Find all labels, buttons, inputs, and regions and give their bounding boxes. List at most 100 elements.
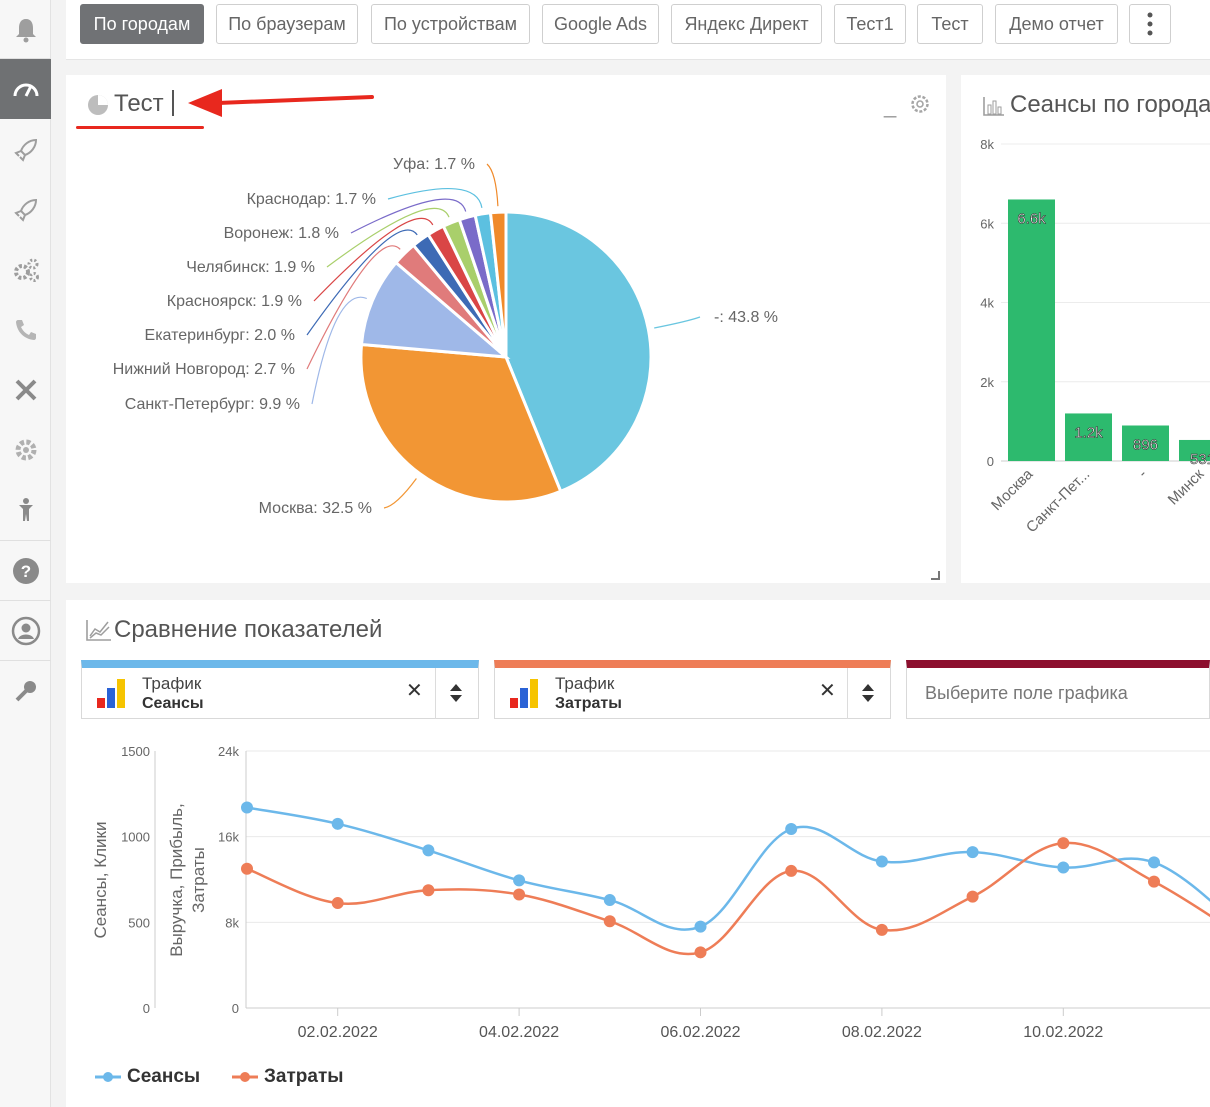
more-tabs-button[interactable] bbox=[1129, 4, 1171, 44]
left-tick-label: 0 bbox=[143, 1001, 150, 1016]
legend-costs[interactable]: Затраты bbox=[232, 1066, 343, 1088]
minimize-button[interactable]: _ bbox=[884, 93, 897, 118]
legend-marker-sessions bbox=[95, 1072, 121, 1082]
legend-sessions[interactable]: Сеансы bbox=[95, 1066, 200, 1088]
series-point[interactable] bbox=[1148, 875, 1160, 888]
phone-icon[interactable] bbox=[0, 300, 51, 360]
pie-data-label: Челябинск: 1.9 % bbox=[186, 259, 315, 276]
pie-slice[interactable] bbox=[359, 260, 511, 359]
x-tick-label: Минск bbox=[1165, 466, 1208, 509]
series-point[interactable] bbox=[785, 864, 798, 877]
line-chart: 1500 1000 500 0 24k 16k 8k 0 Сеансы, Клики Выручк… bbox=[91, 744, 1210, 1041]
metric-selector-costs[interactable]: Трафик Затраты ✕ bbox=[494, 660, 891, 719]
series-point[interactable] bbox=[331, 817, 344, 830]
bar-data-label: 896 bbox=[1133, 436, 1158, 453]
pie-data-label: Москва: 32.5 % bbox=[259, 500, 372, 517]
pie-data-label: Воронеж: 1.8 % bbox=[224, 225, 339, 242]
resize-handle-icon[interactable] bbox=[929, 569, 941, 581]
sort-arrows-icon[interactable] bbox=[449, 683, 463, 703]
tab-yandex-direct[interactable]: Яндекс Директ bbox=[671, 4, 822, 44]
series-point[interactable] bbox=[513, 874, 526, 887]
series-point[interactable] bbox=[513, 888, 526, 901]
right-tick-label: 16k bbox=[218, 830, 239, 845]
pie-slice[interactable] bbox=[488, 210, 508, 358]
metric-selector-empty[interactable]: Выберите поле графика bbox=[906, 660, 1210, 719]
tab-by-browsers[interactable]: По браузерам bbox=[216, 4, 358, 44]
rocket-icon-2[interactable] bbox=[0, 180, 51, 240]
pie-connector bbox=[350, 198, 467, 234]
report-tabs: По городам По браузерам По устройствам G… bbox=[66, 0, 1210, 60]
y-tick-label: 8k bbox=[980, 137, 994, 152]
selector-metric: Затраты bbox=[555, 695, 622, 712]
bar[interactable] bbox=[1008, 199, 1055, 461]
bar[interactable] bbox=[1179, 439, 1210, 461]
series-point[interactable] bbox=[241, 862, 253, 875]
tools-icon[interactable] bbox=[0, 360, 51, 420]
pie-data-label: Санкт-Петербург: 9.9 % bbox=[125, 396, 300, 413]
series-point[interactable] bbox=[785, 822, 798, 835]
series-point[interactable] bbox=[1057, 861, 1070, 874]
pie-connector bbox=[313, 217, 434, 302]
metric-selector-sessions[interactable]: Трафик Сеансы ✕ bbox=[81, 660, 479, 719]
y-tick-label: 2k bbox=[980, 375, 994, 390]
right-tick-label: 8k bbox=[225, 915, 239, 930]
bar[interactable] bbox=[1122, 425, 1169, 461]
gears-icon[interactable] bbox=[0, 240, 51, 300]
tab-demo-report[interactable]: Демо отчет bbox=[995, 4, 1118, 44]
clear-icon[interactable]: ✕ bbox=[406, 680, 423, 702]
bar[interactable] bbox=[1065, 413, 1112, 461]
series-point[interactable] bbox=[422, 884, 435, 897]
tab-google-ads[interactable]: Google Ads bbox=[542, 4, 659, 44]
tab-by-cities[interactable]: По городам bbox=[80, 4, 204, 44]
help-icon[interactable]: ? bbox=[0, 541, 51, 601]
tab-by-devices[interactable]: По устройствам bbox=[371, 4, 530, 44]
pie-connector bbox=[311, 296, 368, 405]
dashboard-icon[interactable] bbox=[0, 59, 51, 119]
series-point[interactable] bbox=[241, 801, 253, 814]
bell-icon[interactable] bbox=[0, 0, 51, 60]
y-tick-label: 0 bbox=[987, 454, 994, 469]
pie-slice[interactable] bbox=[504, 210, 653, 494]
tab-test[interactable]: Тест bbox=[917, 4, 983, 44]
key-icon[interactable] bbox=[0, 661, 51, 721]
series-point[interactable] bbox=[1057, 837, 1070, 850]
pie-connector bbox=[486, 163, 499, 207]
pie-connector bbox=[326, 207, 450, 268]
pie-connector bbox=[387, 188, 483, 209]
bar-data-label: 531 bbox=[1190, 451, 1210, 468]
pie-slice[interactable] bbox=[359, 342, 563, 504]
series-point[interactable] bbox=[331, 897, 344, 910]
clear-icon[interactable]: ✕ bbox=[819, 680, 836, 702]
settings-icon[interactable] bbox=[0, 420, 51, 480]
tab-test1[interactable]: Тест1 bbox=[834, 4, 906, 44]
series-point[interactable] bbox=[966, 846, 979, 859]
y-tick-label: 6k bbox=[980, 216, 994, 231]
series-point[interactable] bbox=[694, 946, 707, 959]
series-point[interactable] bbox=[694, 920, 707, 933]
series-point[interactable] bbox=[875, 855, 888, 868]
person-icon[interactable] bbox=[0, 480, 51, 540]
y-tick-label: 4k bbox=[980, 296, 994, 311]
pie-connector bbox=[306, 229, 418, 336]
bar-chart-icon bbox=[983, 97, 1004, 116]
user-icon[interactable] bbox=[0, 601, 51, 661]
series-point[interactable] bbox=[603, 915, 616, 928]
pie-data-label: Нижний Новгород: 2.7 % bbox=[113, 361, 295, 378]
series-point[interactable] bbox=[422, 844, 435, 857]
pie-connector bbox=[654, 316, 701, 329]
compare-title: Сравнение показателей bbox=[114, 616, 383, 643]
vertical-dots-icon bbox=[1147, 12, 1153, 36]
series-point[interactable] bbox=[966, 890, 979, 903]
widget-title-input[interactable]: Тест bbox=[114, 90, 174, 118]
pie-connector bbox=[383, 478, 417, 509]
x-tick-label: 10.02.2022 bbox=[1023, 1024, 1103, 1041]
series-point[interactable] bbox=[875, 923, 888, 936]
legend-label: Затраты bbox=[264, 1066, 344, 1087]
series-point[interactable] bbox=[1148, 856, 1160, 869]
sort-arrows-icon[interactable] bbox=[861, 683, 875, 703]
pie-data-label: Красноярск: 1.9 % bbox=[167, 293, 302, 310]
gear-icon[interactable] bbox=[909, 93, 931, 115]
rocket-icon[interactable] bbox=[0, 120, 51, 180]
series-point[interactable] bbox=[603, 894, 616, 907]
left-tick-label: 1000 bbox=[121, 830, 150, 845]
